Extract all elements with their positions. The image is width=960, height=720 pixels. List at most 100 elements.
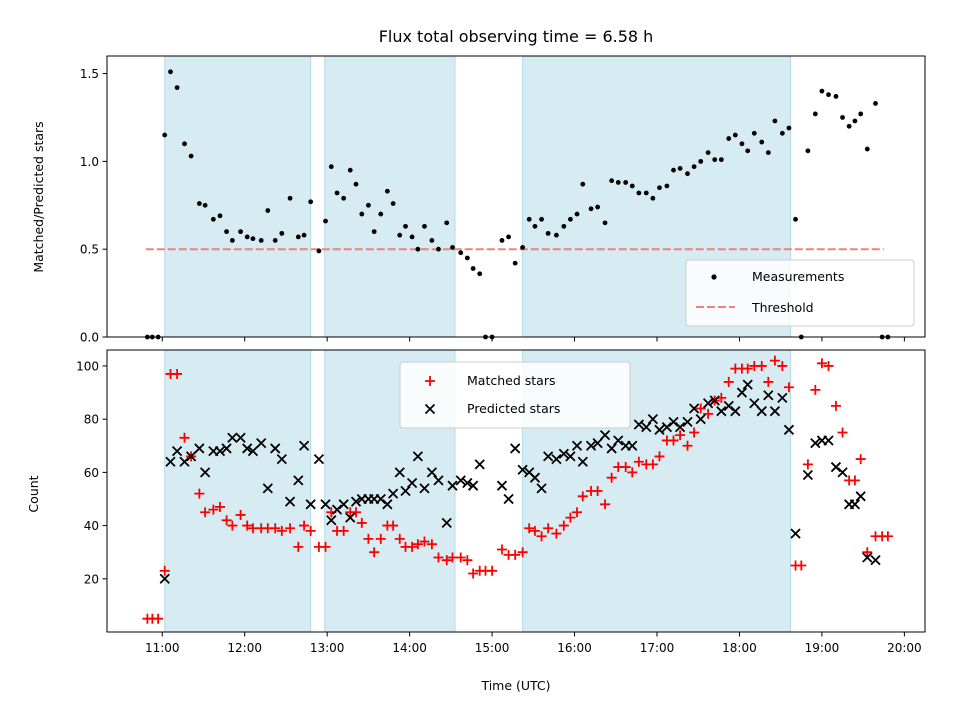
x-tick-label: 18:00 [722, 641, 757, 655]
measurement-point [512, 260, 518, 266]
measurement-point [595, 204, 601, 210]
predicted-stars-marker [467, 480, 479, 491]
measurement-point [561, 223, 567, 229]
predicted-stars-marker [338, 499, 349, 510]
matched-stars-marker [194, 488, 205, 499]
predicted-stars-marker [214, 445, 226, 457]
measurement-point [718, 157, 724, 163]
predicted-stars-marker [661, 422, 673, 433]
legend-measurements-marker [711, 274, 717, 280]
matched-stars-marker [468, 568, 479, 579]
measurement-point [609, 178, 615, 184]
top-plot-panel: 0.0 0.5 1.0 1.5 Measurements Threshold [80, 55, 926, 345]
measurement-point [397, 232, 403, 238]
measurement-point [464, 255, 470, 261]
predicted-stars-marker [723, 400, 734, 412]
matched-stars-marker [388, 520, 399, 531]
matched-stars-marker [802, 459, 813, 470]
matched-stars-marker [363, 533, 374, 544]
measurement-point [677, 166, 683, 171]
matched-stars-marker [159, 565, 170, 576]
measurement-point [819, 88, 825, 94]
predicted-stars-marker [247, 445, 259, 457]
y-tick-label: 60 [84, 466, 99, 480]
predicted-stars-marker [810, 437, 821, 449]
predicted-stars-marker [276, 453, 287, 465]
matched-stars-marker [810, 384, 821, 395]
measurement-point [712, 157, 718, 163]
matched-stars-marker [524, 523, 535, 534]
matched-stars-marker [276, 525, 287, 536]
matched-stars-marker [551, 528, 562, 539]
measurement-point [739, 141, 745, 147]
y-tick-label: 20 [84, 572, 99, 586]
measurement-point [279, 230, 285, 236]
predicted-stars-marker [298, 440, 310, 451]
measurement-point [458, 250, 464, 256]
matched-stars-marker [572, 507, 583, 518]
matched-stars-marker [351, 507, 362, 518]
matched-stars-marker [830, 400, 841, 411]
measurement-point [873, 101, 878, 106]
predicted-stars-marker [599, 429, 611, 441]
measurement-point [415, 246, 421, 252]
matched-stars-marker [627, 467, 638, 478]
matched-stars-marker [517, 547, 528, 558]
top-y-axis-label: Matched/Predicted stars [31, 121, 46, 272]
measurement-point [403, 223, 408, 229]
predicted-stars-marker [529, 472, 541, 483]
predicted-stars-marker [199, 467, 211, 478]
measurement-point [554, 232, 559, 238]
predicted-stars-marker [633, 419, 645, 430]
predicted-stars-marker [375, 493, 386, 505]
matched-stars-marker [769, 355, 780, 366]
matched-stars-marker [455, 552, 466, 563]
predicted-stars-marker [571, 440, 583, 451]
x-tick-label: 19:00 [805, 641, 840, 655]
matched-stars-marker [394, 533, 405, 544]
matched-stars-marker [179, 432, 190, 443]
matched-stars-marker [299, 520, 310, 531]
measurement-point [805, 148, 811, 154]
observing-window-band [324, 55, 456, 338]
matched-stars-marker [270, 523, 281, 534]
x-tick-label: 11:00 [145, 641, 180, 655]
predicted-stars-marker [849, 499, 861, 510]
x-axis-label: Time (UTC) [480, 678, 550, 693]
matched-stars-marker [462, 555, 473, 566]
matched-stars-marker [529, 525, 540, 536]
x-tick-label: 15:00 [475, 641, 510, 655]
measurement-point [390, 201, 396, 206]
predicted-stars-marker [474, 459, 485, 470]
measurement-point [429, 238, 435, 243]
measurement-point [224, 229, 229, 235]
matched-stars-marker [675, 430, 686, 441]
predicted-stars-marker [592, 437, 603, 449]
measurement-point [323, 218, 328, 224]
matched-stars-marker [849, 475, 860, 486]
measurement-point [664, 183, 670, 189]
measurement-point [691, 164, 697, 170]
predicted-stars-marker [394, 467, 405, 478]
predicted-stars-marker [185, 451, 197, 462]
measurement-point [436, 246, 441, 252]
matched-stars-marker [592, 486, 603, 496]
matched-stars-marker [510, 549, 521, 560]
predicted-stars-marker [585, 440, 597, 451]
predicted-stars-marker [496, 480, 508, 491]
legend-measurements-label: Measurements [752, 269, 844, 284]
matched-stars-marker [558, 520, 569, 531]
matched-stars-marker [620, 462, 631, 473]
measurement-point [812, 111, 818, 117]
measurement-point [301, 232, 307, 238]
matched-stars-marker [407, 541, 418, 552]
predicted-stars-marker [503, 493, 514, 505]
measurement-point [202, 202, 208, 208]
predicted-stars-marker [441, 517, 452, 529]
matched-stars-marker [208, 504, 219, 515]
matched-stars-marker [338, 525, 349, 536]
bottom-y-axis-label: Count [26, 475, 41, 512]
measurement-point [833, 93, 839, 99]
matched-stars-marker [375, 533, 386, 544]
measurement-point [444, 220, 450, 226]
